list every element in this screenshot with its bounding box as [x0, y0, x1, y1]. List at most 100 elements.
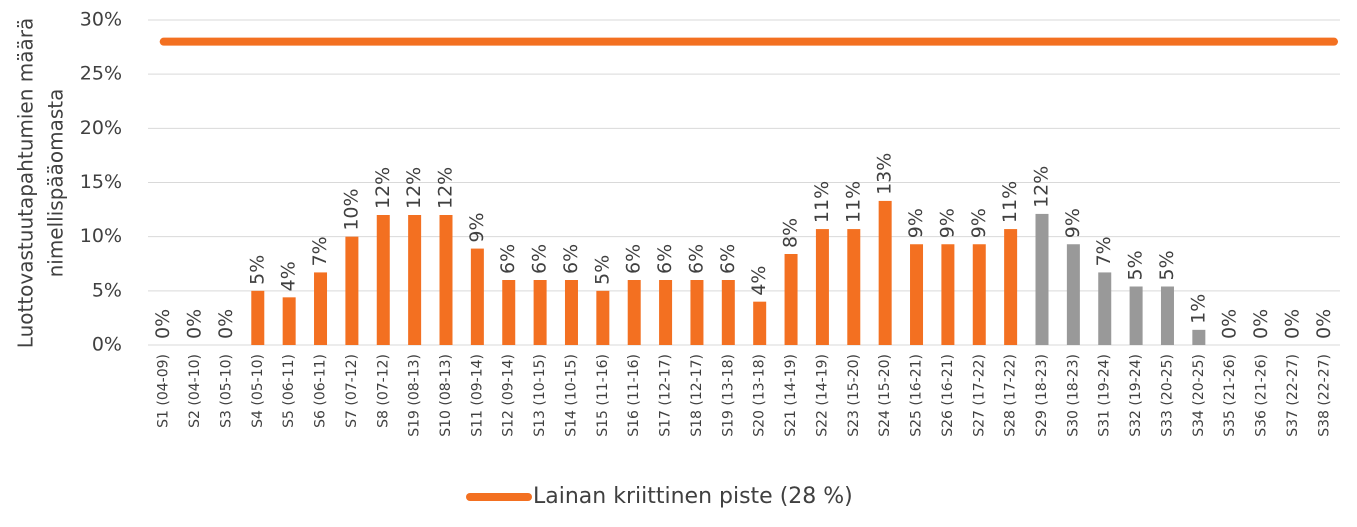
data-label: 11%	[811, 181, 833, 223]
data-label: 10%	[340, 188, 362, 230]
data-label: 4%	[748, 266, 770, 296]
bar	[815, 229, 829, 345]
bar	[470, 248, 484, 345]
data-label: 9%	[936, 208, 958, 238]
x-tick-label: S34 (20-25)	[1191, 354, 1207, 437]
data-label: 12%	[435, 167, 457, 209]
data-label: 4%	[278, 261, 300, 291]
x-tick-label: S12 (09-14)	[501, 354, 517, 437]
x-tick-label: S4 (05-10)	[250, 354, 266, 428]
bar	[1098, 272, 1112, 345]
x-tick-label: S32 (19-24)	[1128, 354, 1144, 437]
data-label: 5%	[246, 255, 268, 285]
data-label: 5%	[1125, 250, 1147, 280]
x-tick-label: S31 (19-24)	[1097, 354, 1113, 437]
data-label: 8%	[780, 218, 802, 248]
y-tick-label: 5%	[92, 279, 122, 301]
data-label: 0%	[1250, 309, 1272, 339]
data-label: 1%	[1187, 294, 1209, 324]
data-label: 6%	[654, 244, 676, 274]
y-tick-label: 15%	[80, 171, 122, 193]
bar	[251, 290, 265, 345]
data-label: 6%	[497, 244, 519, 274]
bar	[502, 280, 516, 345]
x-tick-label: S11 (09-14)	[469, 354, 485, 437]
data-label: 5%	[1156, 250, 1178, 280]
bar	[1004, 229, 1018, 345]
x-tick-label: S19 (13-18)	[720, 354, 736, 437]
data-label: 7%	[309, 236, 331, 266]
bar	[1160, 286, 1174, 345]
data-label: 7%	[1093, 236, 1115, 266]
data-label: 12%	[1031, 166, 1053, 208]
bar	[439, 215, 453, 345]
y-tick-label: 20%	[80, 117, 122, 139]
data-label: 6%	[560, 244, 582, 274]
x-tick-label: S24 (15-20)	[877, 354, 893, 437]
data-label: 9%	[466, 212, 488, 242]
bar	[910, 244, 924, 345]
x-tick-label: S19 (08-13)	[407, 354, 423, 437]
bar	[753, 301, 767, 345]
data-label: 0%	[184, 309, 206, 339]
x-tick-label: S10 (08-13)	[438, 354, 454, 437]
bar	[690, 280, 704, 345]
x-tick-label: S21 (14-19)	[783, 354, 799, 437]
data-label: 0%	[1313, 309, 1335, 339]
bar	[564, 280, 578, 345]
x-tick-label: S7 (07-12)	[344, 354, 360, 428]
y-tick-label: 30%	[80, 9, 122, 31]
x-tick-label: S5 (06-11)	[281, 354, 297, 428]
bar	[847, 229, 861, 345]
bar	[659, 280, 673, 345]
bar	[1066, 244, 1080, 345]
bar	[941, 244, 955, 345]
data-label: 6%	[623, 244, 645, 274]
x-tick-label: S26 (16-21)	[940, 354, 956, 437]
bar	[533, 280, 547, 345]
x-tick-label: S23 (15-20)	[846, 354, 862, 437]
bar	[1035, 213, 1049, 345]
x-tick-label: S29 (18-23)	[1034, 354, 1050, 437]
bar	[596, 290, 610, 345]
y-tick-label: 25%	[80, 63, 122, 85]
data-label: 9%	[905, 208, 927, 238]
bar	[345, 236, 359, 345]
y-axis-label: Luottovastuutapahtumien määrä	[14, 18, 38, 348]
y-axis-label: nimellispääomasta	[44, 89, 68, 278]
bar	[784, 254, 798, 345]
bar	[282, 297, 296, 345]
data-label: 0%	[1219, 309, 1241, 339]
x-tick-label: S1 (04-09)	[156, 354, 172, 428]
bar	[627, 280, 641, 345]
data-label: 6%	[529, 244, 551, 274]
bar	[972, 244, 986, 345]
data-label: 6%	[685, 244, 707, 274]
data-label: 11%	[999, 181, 1021, 223]
x-tick-label: S30 (18-23)	[1065, 354, 1081, 437]
x-tick-label: S35 (21-26)	[1222, 354, 1238, 437]
data-label: 6%	[717, 244, 739, 274]
x-tick-label: S37 (22-27)	[1285, 354, 1301, 437]
x-tick-label: S36 (21-26)	[1254, 354, 1270, 437]
x-tick-label: S16 (11-16)	[626, 354, 642, 437]
data-label: 0%	[1281, 309, 1303, 339]
data-label: 13%	[874, 153, 896, 195]
bar	[721, 280, 735, 345]
x-tick-label: S17 (12-17)	[658, 354, 674, 437]
x-tick-label: S15 (11-16)	[595, 354, 611, 437]
data-label: 11%	[842, 181, 864, 223]
data-label: 12%	[372, 167, 394, 209]
x-tick-label: S25 (16-21)	[909, 354, 925, 437]
bar	[376, 215, 390, 345]
bar	[408, 215, 422, 345]
x-tick-label: S38 (22-27)	[1316, 354, 1332, 437]
x-tick-label: S33 (20-25)	[1159, 354, 1175, 437]
x-tick-label: S13 (10-15)	[532, 354, 548, 437]
data-label: 5%	[591, 255, 613, 285]
bar	[314, 272, 328, 345]
bar	[1129, 286, 1143, 345]
y-tick-label: 0%	[92, 334, 122, 356]
data-label: 0%	[215, 309, 237, 339]
